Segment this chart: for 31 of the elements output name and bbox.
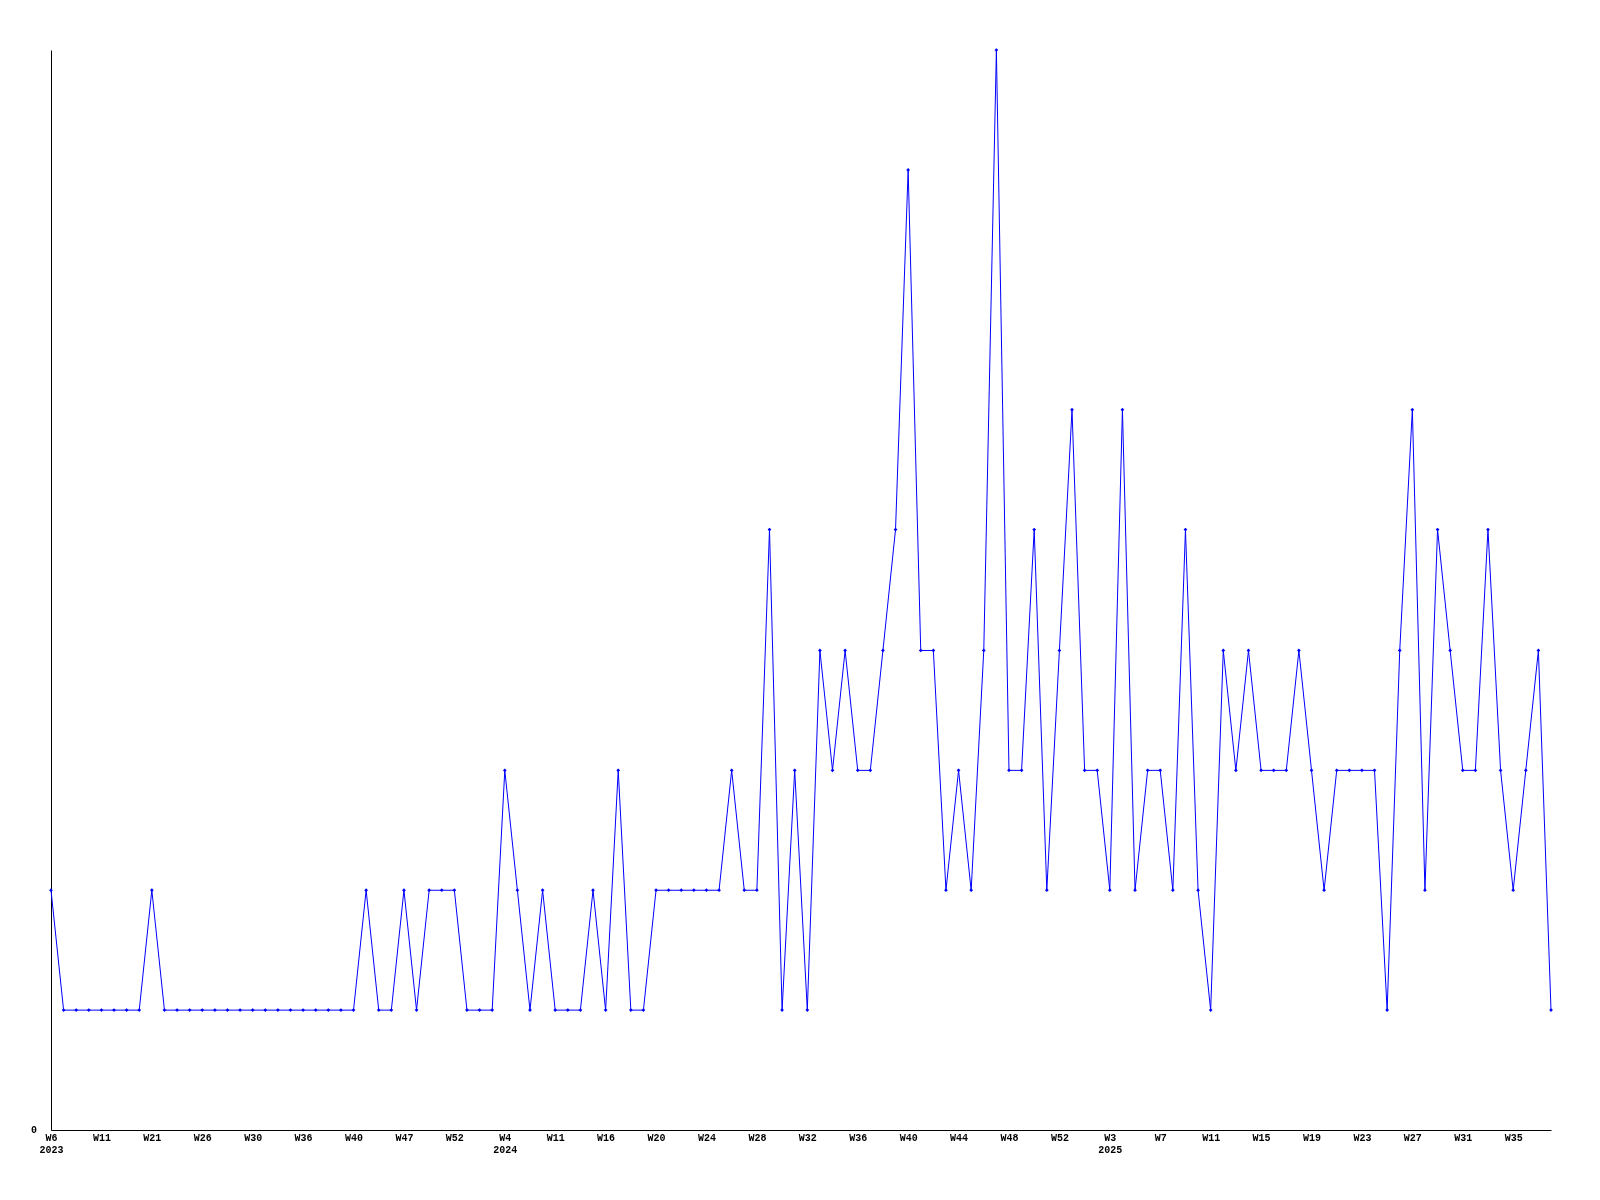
- x-tick-label: W11: [1202, 1132, 1221, 1144]
- x-tick-label: W11: [92, 1132, 111, 1144]
- x-tick-label: W40: [899, 1132, 918, 1144]
- x-tick-label: W52: [1050, 1132, 1069, 1144]
- x-tick-label: W36: [294, 1132, 313, 1144]
- x-tick-label: W47: [395, 1132, 414, 1144]
- text: 0: [30, 1125, 37, 1136]
- x-tick-label: W3 2025: [1098, 1132, 1123, 1156]
- x-tick-label: W19: [1303, 1132, 1322, 1144]
- x-tick-label: W30: [244, 1132, 263, 1144]
- x-tick-label: W6 2023: [39, 1132, 64, 1156]
- x-tick-label: W32: [798, 1132, 817, 1144]
- x-tick-label: W40: [345, 1132, 364, 1144]
- x-tick-label: W23: [1353, 1132, 1372, 1144]
- x-tick-label: W26: [193, 1132, 212, 1144]
- x-tick-label: W16: [597, 1132, 616, 1144]
- x-tick-label: W44: [950, 1132, 969, 1144]
- x-tick-label: W48: [1000, 1132, 1019, 1144]
- x-tick-label: W4 2024: [493, 1132, 518, 1156]
- x-tick-label: W35: [1504, 1132, 1523, 1144]
- x-tick-label: W21: [143, 1132, 162, 1144]
- x-tick-label: W27: [1403, 1132, 1422, 1144]
- x-tick-label: W24: [697, 1132, 716, 1144]
- x-tick-label: W15: [1252, 1132, 1271, 1144]
- x-tick-label: W36: [849, 1132, 868, 1144]
- x-tick-label: W11: [546, 1132, 565, 1144]
- x-tick-label: W31: [1454, 1132, 1473, 1144]
- x-tick-label: W28: [748, 1132, 767, 1144]
- x-tick-label: W20: [647, 1132, 666, 1144]
- x-tick-label: W7: [1154, 1132, 1167, 1144]
- x-tick-label: W52: [445, 1132, 464, 1144]
